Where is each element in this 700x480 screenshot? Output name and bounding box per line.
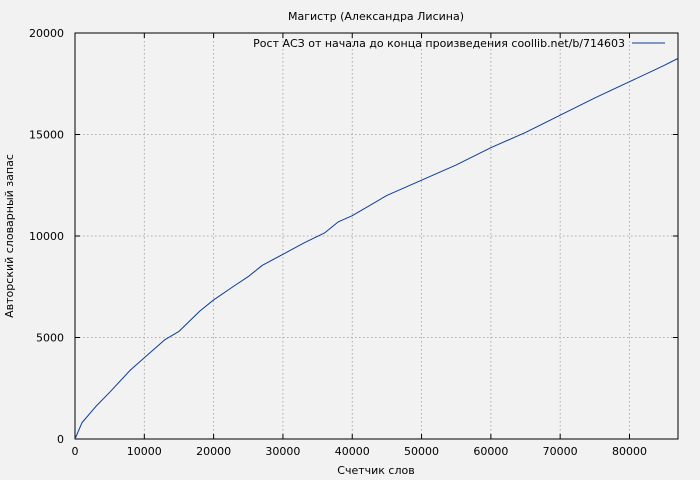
grid — [75, 33, 678, 439]
y-axis-label: Авторский словарный запас — [3, 154, 16, 318]
x-tick-label: 70000 — [543, 445, 578, 458]
tick-labels: 0 10000 20000 30000 40000 50000 60000 70000 8000… — [29, 27, 647, 458]
x-tick-label: 40000 — [335, 445, 370, 458]
x-tick-label: 0 — [72, 445, 79, 458]
legend-label: Рост АСЗ от начала до конца произведения… — [253, 37, 625, 50]
x-tick-label: 50000 — [404, 445, 439, 458]
y-tick-label: 5000 — [36, 332, 64, 345]
legend: Рост АСЗ от начала до конца произведения… — [253, 37, 665, 50]
x-tick-label: 30000 — [265, 445, 300, 458]
y-tick-label: 0 — [57, 433, 64, 446]
ticks — [74, 32, 678, 440]
x-axis-label: Счетчик слов — [337, 464, 414, 477]
x-tick-label: 60000 — [473, 445, 508, 458]
chart-title: Магистр (Александра Лисина) — [288, 10, 464, 23]
x-tick-label: 80000 — [612, 445, 647, 458]
x-tick-label: 10000 — [127, 445, 162, 458]
y-tick-label: 10000 — [29, 230, 64, 243]
series — [74, 57, 679, 440]
y-tick-label: 20000 — [29, 27, 64, 40]
x-tick-label: 20000 — [196, 445, 231, 458]
y-tick-label: 15000 — [29, 129, 64, 142]
series-line — [74, 57, 679, 440]
